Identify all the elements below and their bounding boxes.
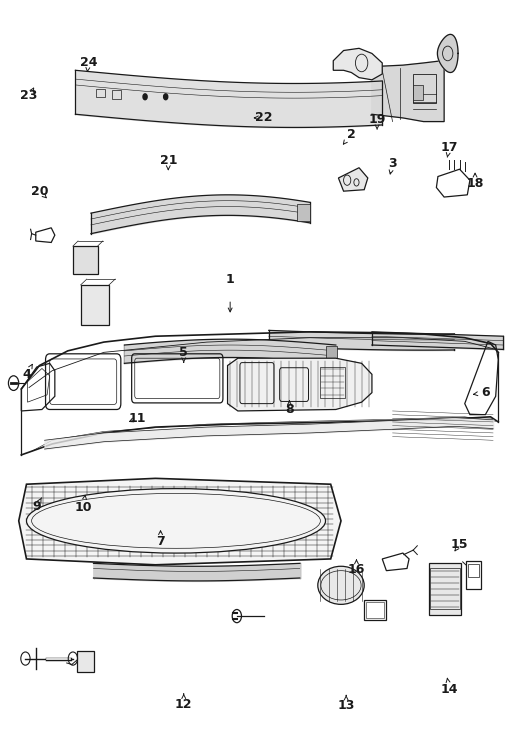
Text: 3: 3 <box>388 157 397 170</box>
Bar <box>413 85 423 100</box>
Bar <box>366 602 384 618</box>
Polygon shape <box>339 168 368 191</box>
Text: 13: 13 <box>338 699 355 712</box>
Circle shape <box>143 94 147 100</box>
Bar <box>466 561 481 589</box>
Text: 10: 10 <box>74 501 92 514</box>
Text: 24: 24 <box>80 56 97 69</box>
Text: 9: 9 <box>33 500 41 512</box>
Polygon shape <box>437 34 458 73</box>
Bar <box>112 90 121 99</box>
Text: 7: 7 <box>156 535 165 548</box>
Text: 2: 2 <box>347 128 356 140</box>
Text: 23: 23 <box>20 90 38 103</box>
Text: 6: 6 <box>481 386 490 399</box>
Bar <box>326 346 337 361</box>
Polygon shape <box>372 61 444 122</box>
Polygon shape <box>333 48 382 80</box>
Ellipse shape <box>26 489 326 553</box>
Text: 18: 18 <box>466 178 484 190</box>
Bar <box>413 74 436 103</box>
Bar <box>430 568 460 609</box>
Text: 15: 15 <box>451 538 468 550</box>
Text: 22: 22 <box>255 112 272 124</box>
Text: 17: 17 <box>440 141 458 153</box>
Text: 20: 20 <box>31 185 48 197</box>
Polygon shape <box>19 479 341 564</box>
Text: 19: 19 <box>369 113 386 126</box>
Text: 16: 16 <box>348 563 365 575</box>
Text: 21: 21 <box>160 154 177 167</box>
Bar <box>429 563 461 614</box>
Bar <box>364 600 386 620</box>
Text: 12: 12 <box>175 697 192 711</box>
Bar <box>468 564 479 577</box>
Bar <box>81 285 109 325</box>
Ellipse shape <box>318 566 364 604</box>
Text: 5: 5 <box>179 346 188 359</box>
Text: 1: 1 <box>226 272 235 286</box>
Bar <box>96 89 105 98</box>
Polygon shape <box>227 358 372 411</box>
Bar <box>321 367 345 398</box>
Text: 8: 8 <box>285 403 294 416</box>
Text: 11: 11 <box>129 412 146 425</box>
Bar <box>77 651 94 672</box>
Bar <box>73 246 98 274</box>
Text: 4: 4 <box>22 368 31 381</box>
Text: 14: 14 <box>440 683 458 696</box>
Circle shape <box>163 94 168 100</box>
Bar <box>297 204 310 222</box>
